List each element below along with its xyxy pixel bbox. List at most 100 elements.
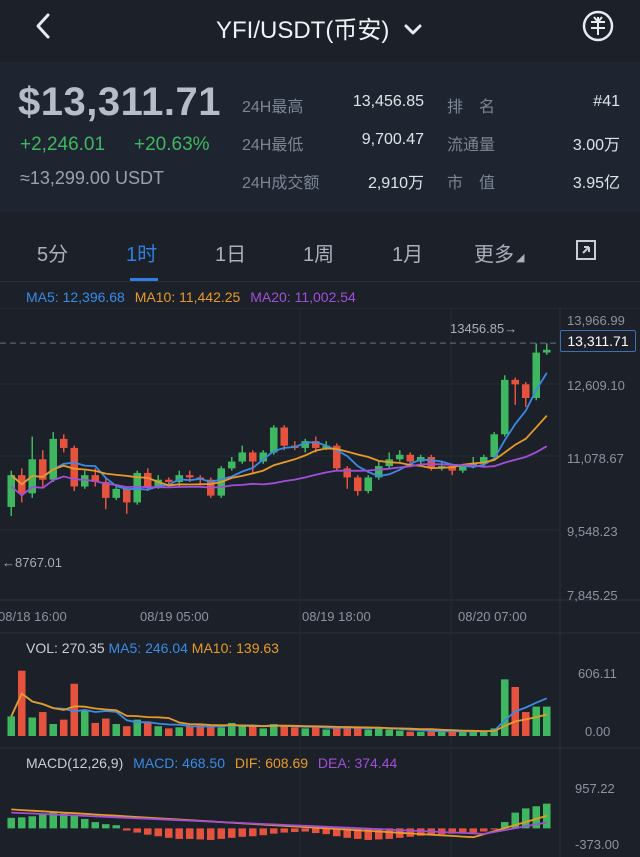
macd-bar xyxy=(143,828,152,835)
candle-body xyxy=(91,475,100,482)
candle-body xyxy=(521,384,530,398)
volume-bar xyxy=(259,728,268,736)
tab-1week[interactable]: 1周 xyxy=(303,244,335,266)
stat-value-supply: 3.00万 xyxy=(572,137,620,154)
volume-bar xyxy=(395,730,404,736)
pair-selector[interactable]: YFI/USDT(币安) xyxy=(0,10,640,45)
volume-axis-label: 0.00 xyxy=(585,724,611,739)
candle-body xyxy=(353,477,362,492)
ma-legend: MA5: 12,396.68 MA10: 11,442.25 MA20: 11,… xyxy=(26,289,362,305)
tab-1day[interactable]: 1日 xyxy=(215,244,247,266)
time-axis-label: 08/19 05:00 xyxy=(140,609,209,624)
back-chevron-icon[interactable] xyxy=(26,8,62,44)
candle-body xyxy=(227,461,236,469)
price-axis-label: 13,966.99 xyxy=(567,313,625,328)
candle-body xyxy=(101,481,110,498)
price-axis-label: 7,845.25 xyxy=(567,588,618,603)
macd-bar xyxy=(458,828,467,834)
volume-bar xyxy=(196,725,205,736)
candle-body xyxy=(143,472,152,487)
volume-bar xyxy=(143,721,152,736)
macd-bar xyxy=(133,828,142,833)
stat-value-mcap: 3.95亿 xyxy=(572,175,620,192)
macd-bar xyxy=(385,828,394,839)
time-axis-label: 08/19 18:00 xyxy=(302,609,371,624)
macd-bar xyxy=(80,818,89,829)
interval-tabs: 5分 1时 1日 1周 1月 更多 ◢ xyxy=(0,224,640,282)
candle-body xyxy=(511,379,520,385)
volume-bar xyxy=(427,730,436,736)
top-bar: YFI/USDT(币安) xyxy=(0,0,640,56)
stat-label-high: 24H最高 xyxy=(242,99,304,116)
dif-value: DIF: 608.69 xyxy=(234,755,309,771)
macd-axis-label: 957.22 xyxy=(575,781,615,796)
macd-legend: MACD(12,26,9) MACD: 468.50 DIF: 608.69 D… xyxy=(26,755,397,771)
ma20-line xyxy=(10,445,548,497)
candle-body xyxy=(374,466,383,478)
volume-bar xyxy=(353,728,362,736)
tab-1month[interactable]: 1月 xyxy=(392,244,424,266)
macd-bar xyxy=(154,828,163,837)
volume-bar xyxy=(28,717,37,736)
volume-bar xyxy=(17,670,26,736)
macd-bar xyxy=(343,828,352,838)
candle-body xyxy=(406,454,415,462)
tab-more[interactable]: 更多 ◢ xyxy=(474,238,524,267)
stat-value-high: 13,456.85 xyxy=(352,93,424,110)
currency-switch-icon[interactable] xyxy=(580,8,616,44)
stat-label-mcap: 市 值 xyxy=(447,175,496,192)
volume-value: VOL: 270.35 xyxy=(26,640,105,656)
candle-body xyxy=(448,466,457,471)
macd-bar xyxy=(311,828,320,834)
volume-bar xyxy=(269,724,278,736)
low-marker: ←8767.01 xyxy=(2,555,62,570)
volume-bar xyxy=(91,722,100,736)
kline-chart[interactable] xyxy=(0,308,640,857)
candle-body xyxy=(38,459,47,480)
macd-bar xyxy=(353,828,362,839)
candle-body xyxy=(301,441,310,448)
stat-label-low: 24H最低 xyxy=(242,137,304,154)
macd-bar xyxy=(112,825,121,829)
volume-ma10: MA10: 139.63 xyxy=(191,640,279,656)
usdt-equivalent: ≈13,299.00 USDT xyxy=(20,168,164,188)
candle-body xyxy=(395,454,404,460)
candle-body xyxy=(59,438,68,448)
macd-bar xyxy=(500,822,509,829)
volume-bar xyxy=(122,726,131,736)
macd-bar xyxy=(532,806,541,829)
price-axis-label: 9,548.23 xyxy=(567,524,618,539)
macd-bar xyxy=(122,828,131,831)
ma5-value: MA5: 12,396.68 xyxy=(26,289,125,305)
volume-bar xyxy=(164,728,173,736)
price-summary: $13,311.71 +2,246.01 +20.63% ≈13,299.00 … xyxy=(0,62,640,212)
macd-bar xyxy=(364,828,373,840)
volume-bar xyxy=(133,719,142,736)
macd-axis-label: -373.00 xyxy=(575,837,620,852)
candle-body xyxy=(458,466,467,471)
tab-5min[interactable]: 5分 xyxy=(37,244,69,266)
volume-bar xyxy=(479,730,488,736)
fullscreen-icon[interactable] xyxy=(574,238,598,262)
macd-bar xyxy=(101,824,110,829)
price-axis-label: 12,609.10 xyxy=(567,378,625,393)
volume-bar xyxy=(238,726,247,736)
high-marker: 13456.85→ xyxy=(450,321,518,336)
volume-bar xyxy=(206,725,215,736)
volume-bar xyxy=(217,727,226,736)
macd-params: MACD(12,26,9) xyxy=(26,755,124,771)
volume-bar xyxy=(406,731,415,736)
macd-bar xyxy=(511,812,520,829)
tab-1hour[interactable]: 1时 xyxy=(126,244,158,266)
time-axis-label: 08/20 07:00 xyxy=(458,609,527,624)
ma5-line xyxy=(10,372,548,491)
volume-bar xyxy=(500,679,509,736)
stat-label-rank: 排 名 xyxy=(447,99,496,116)
macd-bar xyxy=(227,828,236,838)
volume-bar xyxy=(185,726,194,736)
current-price: $13,311.71 xyxy=(18,80,221,124)
volume-bar xyxy=(490,728,499,736)
macd-bar xyxy=(280,828,289,833)
time-axis-label: 08/18 16:00 xyxy=(0,609,67,624)
chevron-down-icon xyxy=(402,19,424,41)
